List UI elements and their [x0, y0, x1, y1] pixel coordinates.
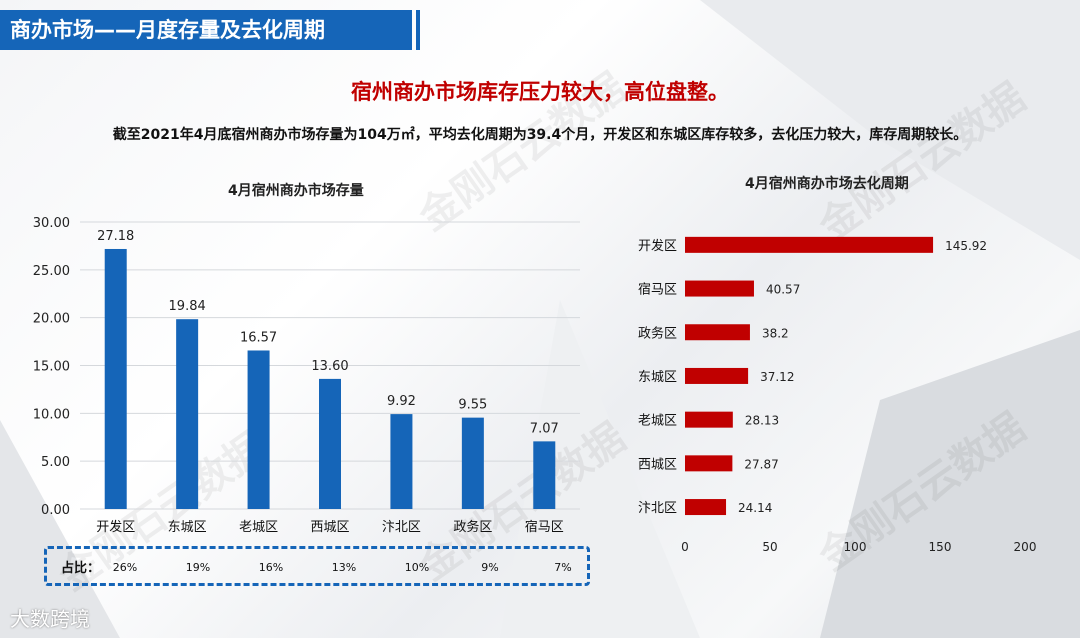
y-tick-label: 西城区	[638, 457, 677, 472]
cycle-chart-title: 4月宿州商办市场去化周期	[745, 176, 909, 192]
bar	[390, 414, 413, 509]
data-label: 7.07	[530, 421, 559, 436]
y-tick-label: 30.00	[33, 216, 70, 231]
data-label: 27.87	[744, 457, 778, 471]
x-tick-label: 100	[844, 540, 867, 554]
share-label: 占比：	[61, 561, 101, 576]
x-tick-label: 汴北区	[382, 520, 421, 535]
x-tick-label: 宿马区	[525, 519, 564, 535]
logo: 大数跨境	[10, 607, 90, 631]
data-label: 24.14	[738, 501, 772, 515]
summary-text: 截至2021年4月底宿州商办市场存量为104万㎡，平均去化周期为39.4个月，开…	[112, 127, 968, 143]
bar	[533, 441, 556, 509]
headline: 宿州商办市场库存压力较大，高位盘整。	[351, 80, 729, 104]
bar	[461, 417, 484, 509]
data-label: 13.60	[311, 359, 348, 374]
x-tick-label: 西城区	[310, 520, 349, 535]
data-label: 37.12	[760, 370, 794, 384]
x-tick-label: 200	[1014, 540, 1037, 554]
bar	[685, 324, 750, 341]
x-tick-label: 政务区	[453, 519, 492, 535]
bar	[685, 411, 733, 428]
y-tick-label: 0.00	[41, 503, 70, 518]
bar	[247, 350, 270, 509]
data-label: 9.55	[458, 398, 487, 413]
x-tick-label: 东城区	[168, 520, 207, 535]
x-tick-label: 150	[929, 540, 952, 554]
y-tick-label: 老城区	[638, 414, 677, 429]
y-tick-label: 10.00	[33, 407, 70, 422]
bar	[176, 319, 199, 509]
bar	[319, 378, 341, 509]
data-label: 28.13	[745, 414, 779, 428]
share-value: 9%	[481, 561, 499, 574]
bar	[685, 367, 749, 384]
bar	[685, 280, 754, 297]
data-label: 27.18	[97, 229, 134, 244]
y-tick-label: 20.00	[33, 312, 70, 327]
data-label: 145.92	[945, 239, 987, 253]
y-tick-label: 5.00	[41, 455, 70, 470]
y-tick-label: 开发区	[638, 238, 677, 254]
share-value: 7%	[554, 561, 572, 574]
share-value: 13%	[331, 561, 357, 574]
data-label: 38.2	[762, 326, 789, 340]
y-tick-label: 政务区	[638, 325, 677, 341]
share-value: 19%	[185, 561, 211, 574]
stock-chart-title: 4月宿州商办市场存量	[228, 183, 364, 199]
share-value: 16%	[258, 561, 284, 574]
stock-bar-chart: 0.00 5.00 10.00 15.00 20.00 25.00 30.00 27.18 开发…	[33, 216, 580, 535]
bar	[685, 455, 733, 472]
x-tick-label: 老城区	[239, 520, 278, 535]
x-tick-label: 开发区	[96, 519, 135, 535]
share-value: 10%	[404, 561, 430, 574]
y-tick-label: 25.00	[33, 264, 70, 279]
page-title: 商办市场——月度存量及去化周期	[0, 10, 420, 50]
y-tick-label: 汴北区	[638, 501, 677, 516]
bar	[685, 236, 934, 253]
bar	[685, 499, 727, 516]
data-label: 19.84	[169, 299, 206, 314]
y-tick-label: 15.00	[33, 360, 70, 375]
x-tick-label: 50	[762, 540, 777, 554]
data-label: 40.57	[766, 283, 800, 297]
data-label: 9.92	[387, 394, 416, 409]
share-value: 26%	[112, 561, 138, 574]
share-box: 占比： 26% 19% 16% 13% 10% 9% 7%	[44, 546, 590, 586]
y-tick-label: 宿马区	[638, 282, 677, 298]
bar	[104, 248, 127, 509]
cycle-bar-chart: 开发区 145.92 宿马区 40.57 政务区 38.2 东城区 37.12 老城区 28.13…	[638, 236, 1037, 554]
data-label: 16.57	[240, 330, 277, 345]
y-tick-label: 东城区	[638, 370, 677, 385]
x-tick-label: 0	[681, 540, 689, 554]
